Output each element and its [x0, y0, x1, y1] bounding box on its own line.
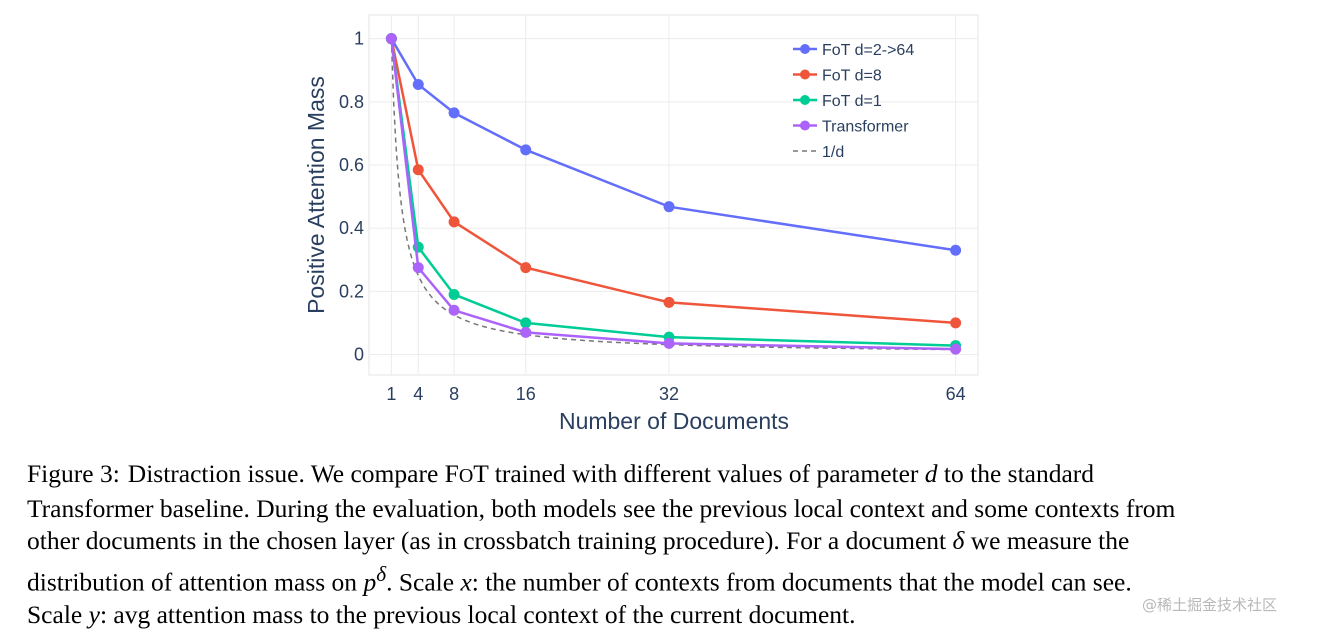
legend-swatch-marker [800, 44, 810, 54]
caption-text: distribution of attention mass on [27, 567, 364, 596]
caption-math: d [924, 459, 938, 488]
caption-text: . Scale [386, 567, 461, 596]
y-tick-label: 0.8 [339, 92, 364, 112]
caption-line: Scale y: avg attention mass to the previ… [27, 599, 1302, 632]
y-tick-label: 0.2 [339, 281, 364, 301]
caption-line: distribution of attention mass on pδ. Sc… [27, 558, 1302, 599]
x-tick-label: 16 [516, 384, 536, 404]
legend-label: Transformer [822, 119, 909, 136]
y-tick-label: 0.4 [339, 218, 364, 238]
x-axis-title: Number of Documents [559, 408, 789, 434]
data-point [412, 78, 424, 90]
legend-swatch-marker [800, 120, 810, 131]
data-point [663, 201, 675, 213]
series-line [390, 38, 956, 351]
caption-text: Transformer baseline. During the evaluat… [27, 493, 1176, 523]
caption-text: we measure the [964, 526, 1130, 555]
data-point [950, 317, 962, 329]
figure-caption: Figure 3: Distraction issue. We compare F… [27, 458, 1302, 631]
data-point [950, 343, 962, 355]
series-line [390, 38, 956, 252]
x-tick-label: 4 [413, 384, 423, 404]
caption-text: Distraction issue. We compare F [127, 459, 459, 488]
x-tick-label: 8 [449, 384, 459, 404]
legend-label: FoT d=8 [822, 68, 882, 85]
data-point [663, 337, 675, 349]
caption-text: T trained with different values of param… [473, 459, 925, 488]
legend-item: FoT d=1 [793, 93, 882, 110]
caption-math: δ [952, 526, 965, 555]
y-axis-title: Positive Attention Mass [303, 76, 329, 314]
legend-item: 1/d [793, 144, 844, 161]
data-point [385, 33, 397, 45]
legend-item: FoT d=2->64 [793, 42, 914, 59]
data-point [448, 216, 460, 228]
data-point [448, 288, 460, 300]
caption-text: : the number of contexts from documents … [471, 567, 1132, 596]
data-point [448, 304, 460, 316]
series-4 [385, 33, 962, 355]
series-line [390, 38, 956, 347]
caption-math: δ [376, 561, 387, 586]
caption-line: Figure 3: Distraction issue. We compare F… [27, 458, 1302, 493]
caption-text: : avg attention mass to the previous loc… [99, 599, 856, 629]
legend-item: FoT d=8 [793, 68, 882, 85]
data-point [520, 317, 532, 329]
plot-area [368, 14, 979, 376]
data-point [412, 262, 424, 274]
line-chart: 1 4 8 16 32 64 00.20.40.60.81 Number of Docum… [303, 14, 979, 434]
series-line [390, 38, 956, 325]
caption-math: p [363, 567, 377, 596]
caption-text: to the standard [937, 459, 1095, 488]
legend-label: FoT d=1 [822, 93, 882, 110]
data-point [412, 164, 424, 176]
legend-swatch-marker [800, 69, 810, 80]
x-tick-label: 64 [946, 384, 966, 404]
legend-item: Transformer [793, 119, 909, 136]
y-tick-label: 0.6 [339, 155, 364, 175]
data-point [663, 296, 675, 308]
x-tick-label: 1 [386, 384, 396, 404]
legend-label: 1/d [822, 144, 844, 161]
series-group [385, 33, 962, 355]
grid [369, 15, 978, 375]
x-tick-label: 32 [659, 384, 679, 404]
legend-label: FoT d=2->64 [822, 42, 914, 59]
data-point [448, 107, 460, 119]
caption-line: other documents in the chosen layer (as … [27, 525, 1302, 558]
caption-text: other documents in the chosen layer (as … [27, 526, 953, 555]
figure-label: Figure 3: [27, 459, 120, 488]
y-tick-label: 1 [354, 29, 364, 49]
data-point [950, 244, 962, 256]
caption-line: Transformer baseline. During the evaluat… [27, 493, 1302, 526]
series-1 [385, 33, 962, 256]
caption-math: y [88, 599, 100, 629]
data-point [520, 326, 532, 338]
caption-text: O [458, 465, 474, 487]
data-point [520, 144, 532, 156]
y-axis-ticks: 0 0.2 0.4 0.6 0.8 1 [339, 29, 364, 365]
caption-math: x [460, 567, 472, 596]
watermark: @稀土掘金技术社区 [1142, 596, 1278, 614]
data-point [520, 262, 532, 274]
y-tick-label: 0 [354, 344, 364, 364]
caption-text: Scale [27, 599, 89, 629]
x-axis-ticks: 1 4 8 16 32 64 [386, 384, 965, 404]
legend: FoT d=2->64 FoT d=8 FoT d=1 Transformer 1/d [793, 42, 914, 161]
legend-swatch-marker [800, 95, 810, 105]
